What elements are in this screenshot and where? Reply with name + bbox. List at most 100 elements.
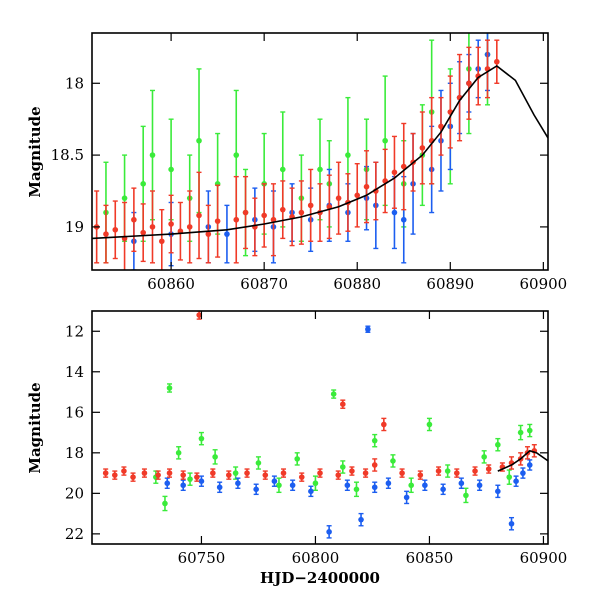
top-panel-data-point-r — [354, 192, 361, 199]
bottom-panel-data-point-g — [526, 427, 533, 434]
top-panel-y-ticks: 18 18.5 19 — [51, 74, 548, 236]
bottom-panel-data-point-b — [476, 482, 483, 489]
bottom-panel-data-point-g — [463, 492, 469, 499]
bottom-panel-y-tick-label: 12 — [65, 322, 84, 340]
bottom-panel-data-point-g — [212, 454, 218, 460]
bottom-panel-data-point-g — [390, 458, 396, 464]
top-panel-data-point-r — [140, 229, 146, 236]
bottom-panel-y-tick-label: 20 — [65, 484, 84, 502]
bottom-panel-data-point-g — [426, 421, 433, 428]
bottom-panel-data-point-g — [187, 476, 193, 482]
bottom-panel-data-point-r — [194, 474, 200, 480]
top-panel-data-point-r — [419, 145, 426, 151]
bottom-panel-data-point-r — [210, 470, 216, 476]
top-panel-data-point-r — [270, 216, 277, 223]
bottom-panel-data-point-b — [216, 484, 223, 491]
bottom-panel-data-point-g — [353, 486, 360, 493]
bottom-panel-data-point-r — [166, 470, 173, 476]
top-panel-data-point-r — [466, 80, 472, 87]
bottom-panel-data-point-r — [196, 312, 202, 318]
top-panel-data-point-r — [298, 209, 305, 216]
bottom-panel-data-point-r — [371, 462, 378, 468]
bottom-panel-data-point-g — [294, 456, 301, 462]
top-panel-data-point-r — [214, 218, 221, 224]
bottom-panel-data-point-r — [155, 472, 161, 478]
bottom-panel-data-point-g — [198, 435, 205, 442]
bottom-panel-data-point-b — [308, 488, 314, 495]
top-panel-data-point-g — [168, 166, 174, 173]
bottom-panel-data-point-b — [513, 478, 519, 484]
top-panel-data-point-r — [168, 221, 174, 227]
bottom-panel-x-axis-title: HJD−2400000 — [260, 569, 380, 587]
top-panel-frame — [91, 32, 549, 271]
bottom-panel-data-point-r — [381, 421, 387, 428]
bottom-panel-data-point-b — [271, 478, 278, 484]
top-panel-data-point-r — [242, 209, 249, 216]
top-panel-data-point-r — [307, 202, 314, 209]
bottom-panel-y-ticks: 12 14 16 18 20 22 — [65, 322, 548, 543]
top-panel-x-tick-label: 60900 — [519, 275, 567, 293]
bottom-panel-data-point-g — [517, 429, 524, 436]
bottom-panel-data-point-r — [180, 472, 186, 478]
bottom-panel-data-point-g — [371, 437, 378, 444]
top-panel-data-point-b — [224, 231, 230, 237]
top-panel-y-axis-title: Magnitude — [26, 106, 44, 197]
bottom-panel-data-point-b — [385, 480, 392, 487]
top-panel-data-point-r — [438, 123, 444, 130]
bottom-panel-data-point-r — [130, 474, 136, 480]
bottom-panel-data-point-r — [262, 472, 269, 478]
top-panel-y-tick-label: 18.5 — [51, 146, 84, 164]
bottom-panel-data-point-b — [198, 478, 205, 484]
top-panel-data-point-r — [103, 231, 109, 237]
bottom-panel-data-point-r — [298, 474, 305, 480]
bottom-panel-y-tick-label: 14 — [65, 363, 84, 381]
top-panel-data-point-g — [196, 137, 202, 144]
bottom-panel-data-point-b — [458, 480, 465, 487]
bottom-panel: 60750 60800 60850 60900 12 14 16 18 20 22 Magnit… — [26, 310, 568, 587]
top-panel-data-point-g — [121, 195, 128, 201]
bottom-panel-y-axis-title: Magnitude — [26, 382, 44, 473]
bottom-panel-data-point-r — [472, 468, 478, 474]
top-panel-data-point-r — [149, 224, 156, 230]
top-panel-data-point-r — [158, 238, 165, 245]
bottom-panel-data-point-g — [276, 482, 282, 489]
bottom-panel-data-point-g — [312, 480, 319, 487]
bottom-panel-data-point-b — [358, 516, 364, 523]
bottom-panel-data-point-g — [495, 441, 501, 448]
bottom-panel-data-point-b — [235, 480, 241, 487]
bottom-panel-data-point-r — [244, 470, 250, 476]
bottom-panel-data-point-r — [280, 470, 287, 476]
bottom-panel-data-point-b — [520, 470, 526, 476]
bottom-panel-data-point-b — [440, 486, 446, 493]
bottom-panel-data-point-g — [232, 470, 239, 476]
top-panel-y-tick-label: 19 — [65, 218, 84, 236]
bottom-panel-data-point-g — [408, 482, 415, 489]
bottom-panel-data-point-g — [340, 464, 346, 470]
top-panel-data-point-b — [400, 216, 407, 223]
top-panel-data-point-g — [382, 137, 388, 144]
top-panel-data-point-r — [261, 212, 267, 219]
bottom-panel-data-point-b — [526, 462, 533, 468]
bottom-panel-data-point-r — [485, 466, 492, 472]
bottom-panel-y-tick-label: 22 — [65, 525, 84, 543]
top-panel-data-point-g — [140, 181, 146, 187]
bottom-panel-data-point-g — [330, 391, 337, 397]
top-panel-data-point-r — [494, 58, 500, 65]
bottom-panel-data-point-g — [255, 460, 262, 466]
top-panel-data-point-r — [112, 226, 119, 233]
bottom-panel-data-point-g — [175, 450, 182, 456]
top-panel-data-point-r — [335, 195, 342, 201]
bottom-panel-x-tick-label: 60900 — [520, 549, 568, 567]
bottom-panel-data-point-g — [162, 500, 168, 507]
top-panel-y-tick-label: 18 — [65, 74, 84, 92]
bottom-panel-data-point-r — [121, 468, 127, 474]
top-panel-data-layer — [92, 33, 548, 270]
bottom-panel-data-point-g — [481, 454, 487, 460]
bottom-panel-data-point-r — [226, 472, 232, 478]
bottom-panel-data-point-r — [399, 470, 405, 476]
top-panel-x-tick-label: 60880 — [333, 275, 381, 293]
bottom-panel-data-point-b — [403, 494, 410, 501]
bottom-panel-data-layer — [102, 311, 548, 539]
top-panel-data-point-g — [317, 166, 323, 173]
bottom-panel-x-tick-label: 60750 — [178, 549, 226, 567]
